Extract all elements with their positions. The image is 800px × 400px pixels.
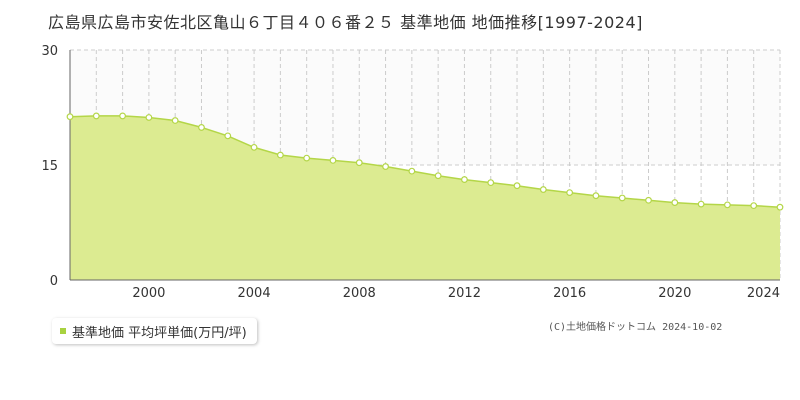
series-area <box>70 115 780 281</box>
data-point <box>408 167 416 175</box>
data-point <box>145 114 153 121</box>
data-point <box>539 186 547 193</box>
x-tick-label: 2016 <box>553 286 586 301</box>
data-point <box>92 112 100 120</box>
data-point <box>382 163 389 170</box>
x-tick-label: 2020 <box>658 286 691 301</box>
x-tick-label: 2024 <box>747 286 780 301</box>
y-tick-label: 30 <box>41 44 58 59</box>
data-point <box>224 132 232 140</box>
data-point <box>618 194 626 202</box>
data-point <box>671 199 679 206</box>
data-point <box>198 124 205 131</box>
data-point <box>303 154 311 162</box>
y-tick-label: 0 <box>50 274 58 289</box>
chart-title: 広島県広島市安佐北区亀山６丁目４０６番２５ 基準地価 地価推移[1997-202… <box>48 13 643 32</box>
data-point <box>645 196 652 204</box>
data-point <box>434 172 442 180</box>
data-point <box>355 159 363 167</box>
series-line <box>69 115 781 208</box>
data-point <box>171 117 179 124</box>
data-point <box>461 176 468 183</box>
x-tick-label: 2004 <box>238 286 271 301</box>
legend-marker <box>60 328 66 334</box>
data-point <box>487 179 495 187</box>
copyright: (C)土地価格ドットコム 2024-10-02 <box>548 322 723 333</box>
data-point <box>566 189 574 197</box>
data-point <box>592 192 600 200</box>
data-point <box>66 113 74 121</box>
data-point <box>119 112 126 120</box>
x-tick-label: 2008 <box>343 286 376 301</box>
x-tick-label: 2000 <box>132 286 165 301</box>
data-point <box>513 182 521 190</box>
data-point <box>776 203 784 211</box>
data-point <box>329 156 337 164</box>
x-tick-label: 2012 <box>448 286 481 301</box>
data-point <box>750 202 758 210</box>
data-point <box>250 143 258 151</box>
legend: 基準地価 平均坪単価(万円/坪) <box>52 318 257 344</box>
data-point <box>697 200 705 208</box>
data-point <box>724 201 731 209</box>
y-tick-label: 15 <box>41 159 58 174</box>
data-point <box>276 151 284 159</box>
legend-label: 基準地価 平均坪単価(万円/坪) <box>72 325 247 341</box>
